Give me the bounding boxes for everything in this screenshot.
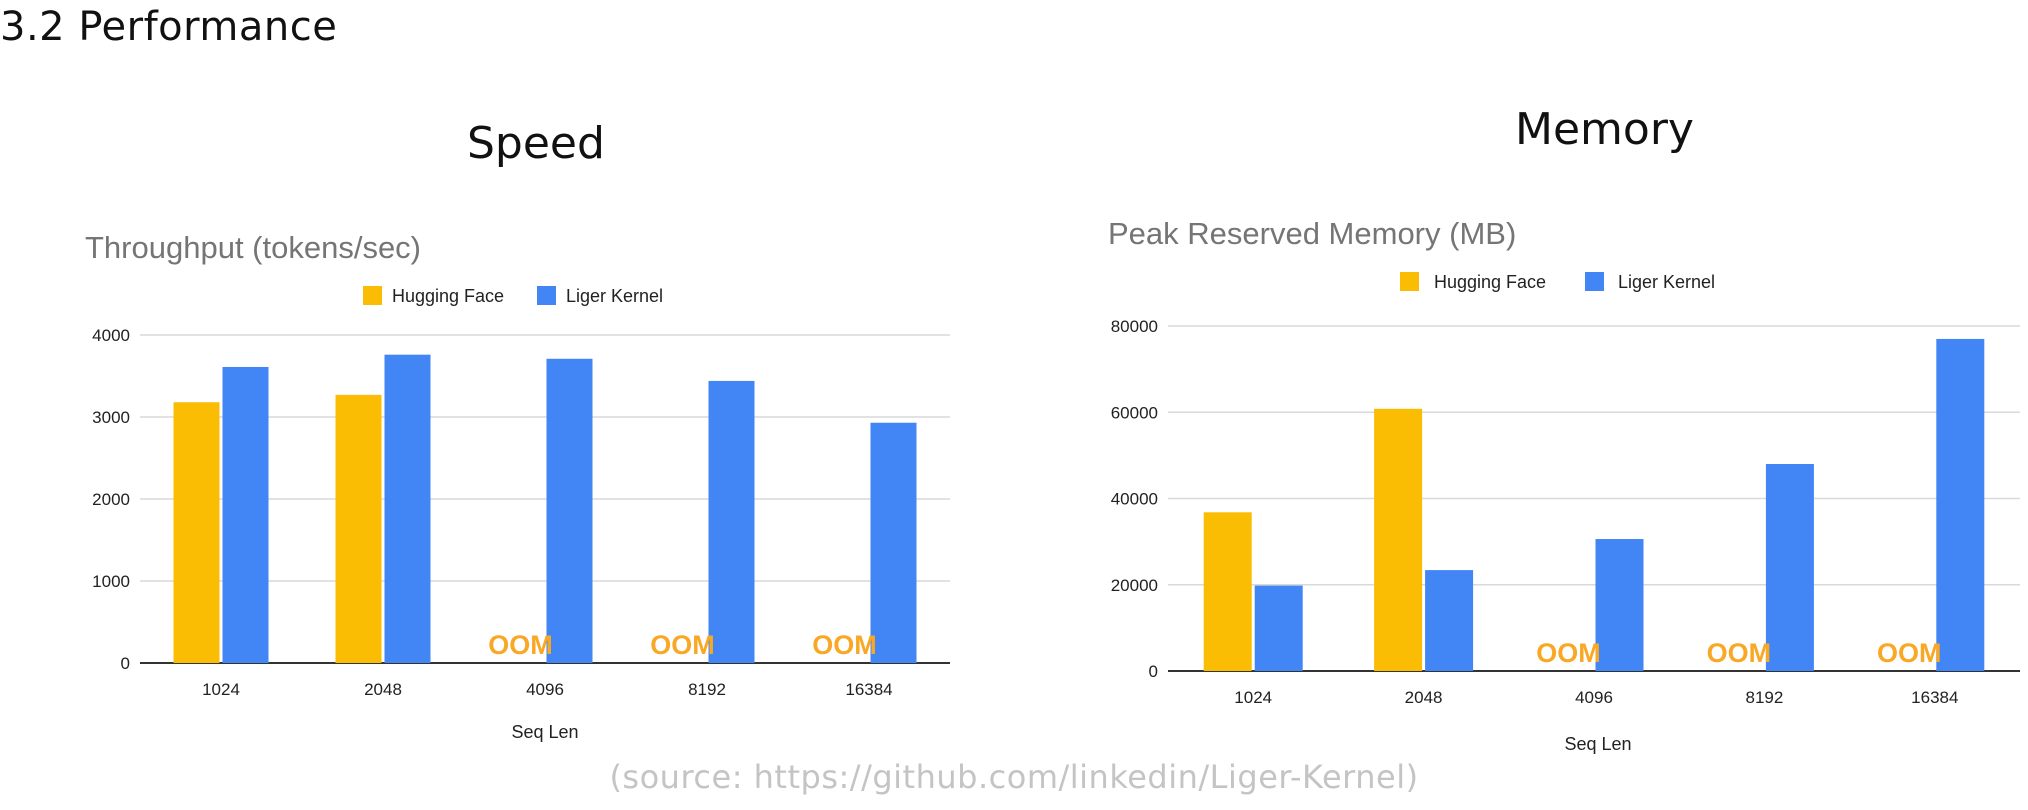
oom-label: OOM [650,630,715,660]
x-tick-label: 16384 [1911,688,1958,707]
x-tick-label: 4096 [1575,688,1613,707]
x-tick-label: 4096 [526,680,564,699]
y-tick-label: 0 [121,654,130,673]
chart-title: Peak Reserved Memory (MB) [1108,216,1516,251]
x-tick-label: 2048 [1405,688,1443,707]
grid-lines [140,334,950,664]
y-tick-label: 2000 [92,490,130,509]
x-tick-label: 1024 [202,680,240,699]
y-tick-label: 0 [1149,662,1158,681]
speed-panel-title: Speed [467,118,605,169]
x-axis-title: Seq Len [511,722,578,742]
bar-group [173,354,917,663]
legend-swatch-liger-kernel [537,286,556,305]
y-tick-label: 3000 [92,408,130,427]
bar-hugging-face-2048 [335,394,382,663]
y-tick-label: 20000 [1111,576,1158,595]
y-tick-label: 40000 [1111,490,1158,509]
bar-hugging-face-2048 [1374,408,1423,671]
legend: Hugging Face Liger Kernel [363,286,663,306]
x-tick-label: 2048 [364,680,402,699]
x-tick-label: 8192 [688,680,726,699]
label-group: 0 20000 40000 60000 80000 1024 2048 OOM 4096 OOM 8… [1111,317,1959,707]
x-tick-label: 1024 [1234,688,1272,707]
y-tick-label: 4000 [92,326,130,345]
oom-label: OOM [1707,638,1772,668]
memory-panel-title: Memory [1515,104,1694,155]
bar-liger-kernel-4096 [546,358,593,663]
grid-lines [1168,325,2020,672]
bar-liger-kernel-1024 [222,366,269,663]
x-tick-label: 8192 [1745,688,1783,707]
chart-title: Throughput (tokens/sec) [85,230,421,265]
source-note: (source: https://github.com/linkedin/Lig… [609,758,1419,796]
label-group: 0 1000 2000 3000 4000 1024 2048 OOM 4096 OOM 8192 O… [92,326,892,699]
legend: Hugging Face Liger Kernel [1400,272,1715,292]
y-tick-label: 60000 [1111,403,1158,422]
legend-label-hugging-face: Hugging Face [392,286,504,306]
bar-liger-kernel-2048 [384,354,431,663]
oom-label: OOM [812,630,877,660]
page-title: 3.2 Performance [0,4,338,50]
y-tick-label: 80000 [1111,317,1158,336]
bar-liger-kernel-2048 [1425,570,1474,671]
x-tick-label: 16384 [845,680,892,699]
bar-liger-kernel-1024 [1254,585,1303,671]
legend-label-hugging-face: Hugging Face [1434,272,1546,292]
legend-swatch-hugging-face [363,286,382,305]
oom-label: OOM [1877,638,1942,668]
legend-label-liger-kernel: Liger Kernel [566,286,663,306]
bar-liger-kernel-16384 [870,422,917,663]
legend-swatch-liger-kernel [1585,272,1604,291]
x-axis-title: Seq Len [1564,734,1631,754]
bar-liger-kernel-8192 [1765,464,1814,671]
y-tick-label: 1000 [92,572,130,591]
oom-label: OOM [1536,638,1601,668]
legend-swatch-hugging-face [1400,272,1419,291]
bar-hugging-face-1024 [173,402,220,663]
bar-liger-kernel-8192 [708,380,755,663]
legend-label-liger-kernel: Liger Kernel [1618,272,1715,292]
bar-liger-kernel-4096 [1595,539,1644,671]
throughput-chart: Throughput (tokens/sec) 0 1000 2000 3000 400… [85,230,950,742]
bar-hugging-face-1024 [1203,512,1252,671]
bar-group [1203,338,1985,671]
bar-liger-kernel-16384 [1936,338,1985,671]
oom-label: OOM [488,630,553,660]
